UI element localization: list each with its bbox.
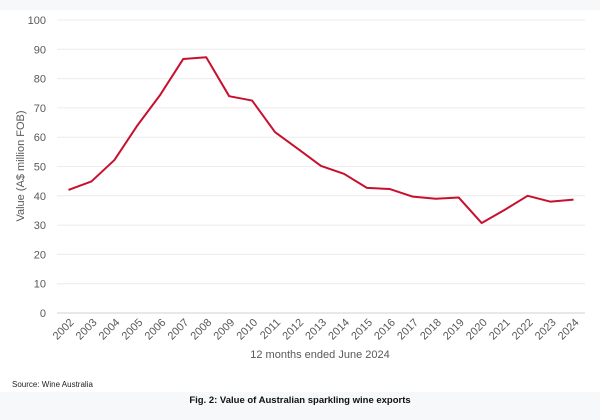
x-tick-label: 2007 <box>166 317 192 343</box>
x-tick-label: 2020 <box>464 317 490 343</box>
y-tick-label: 30 <box>34 220 46 232</box>
x-tick-label: 2003 <box>74 317 100 343</box>
x-tick-label: 2012 <box>280 317 306 343</box>
y-tick-labels: 0 10 20 30 40 50 60 70 80 90 100 <box>28 15 46 320</box>
y-tick-label: 80 <box>34 74 46 86</box>
x-tick-label: 2011 <box>258 317 283 342</box>
x-tick-label: 2005 <box>120 317 146 343</box>
x-tick-label: 2004 <box>97 317 123 343</box>
y-tick-label: 100 <box>28 15 46 27</box>
y-tick-label: 40 <box>34 191 46 203</box>
source-note: Source: Wine Australia <box>12 380 93 389</box>
x-tick-label: 2019 <box>441 317 467 343</box>
y-tick-label: 60 <box>34 132 46 144</box>
x-tick-label: 2021 <box>487 317 513 343</box>
y-tick-label: 90 <box>34 44 46 56</box>
x-tick-label: 2014 <box>326 317 352 343</box>
x-tick-label: 2009 <box>211 317 237 343</box>
series-line <box>68 56 574 225</box>
x-tick-labels: 2002200320042005200620072008200920102011… <box>51 317 582 343</box>
caption-strip <box>0 392 600 420</box>
x-tick-label: 2023 <box>533 317 559 343</box>
figure-caption: Fig. 2: Value of Australian sparkling wi… <box>189 395 411 406</box>
series-group <box>68 56 574 225</box>
y-tick-label: 50 <box>34 162 46 174</box>
y-tick-label: 70 <box>34 103 46 115</box>
y-tick-label: 10 <box>34 279 46 291</box>
x-tick-label: 2015 <box>349 317 375 343</box>
gridlines <box>57 19 585 314</box>
x-tick-label: 2013 <box>303 317 329 343</box>
x-tick-label: 2024 <box>556 317 582 343</box>
x-tick-label: 2017 <box>395 317 421 343</box>
x-tick-label: 2006 <box>143 317 169 343</box>
x-axis-title: 12 months ended June 2024 <box>250 349 389 361</box>
x-tick-label: 2002 <box>51 317 77 343</box>
y-axis-title: Value (A$ million FOB) <box>15 110 27 221</box>
y-tick-label: 0 <box>40 308 46 320</box>
x-tick-label: 2018 <box>418 317 444 343</box>
x-tick-label: 2008 <box>189 317 215 343</box>
x-tick-label: 2016 <box>372 317 398 343</box>
top-strip <box>0 0 600 10</box>
x-tick-label: 2022 <box>510 317 536 343</box>
y-tick-label: 20 <box>34 249 46 261</box>
x-tick-label: 2010 <box>234 317 260 343</box>
